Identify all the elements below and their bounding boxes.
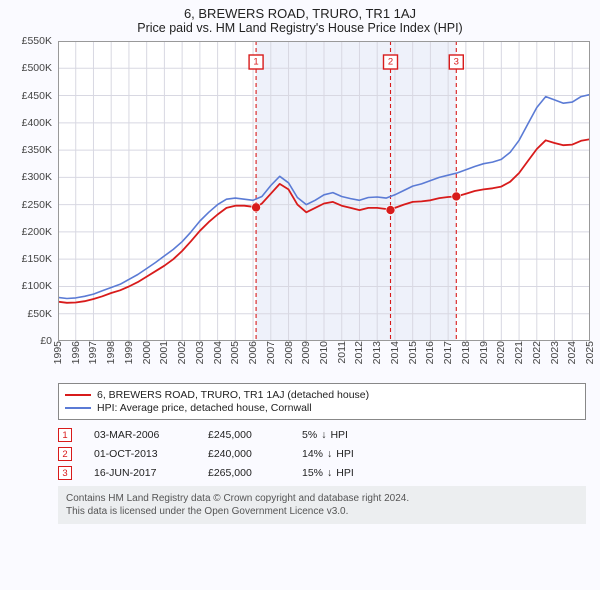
x-tick-label: 2010: [318, 341, 330, 364]
event-price: £240,000: [208, 448, 280, 460]
y-tick-label: £150K: [22, 253, 52, 265]
event-diff-pct: 14%: [302, 448, 323, 460]
legend-item: 6, BREWERS ROAD, TRURO, TR1 1AJ (detache…: [65, 389, 579, 401]
event-price: £245,000: [208, 429, 280, 441]
events-table: 1 03-MAR-2006 £245,000 5% ↓ HPI 2 01-OCT-2013 £2…: [58, 428, 586, 480]
x-tick-label: 2015: [407, 341, 419, 364]
x-tick-label: 2004: [212, 341, 224, 364]
x-tick-label: 2022: [531, 341, 543, 364]
event-date: 03-MAR-2006: [94, 429, 186, 441]
x-tick-label: 2009: [300, 341, 312, 364]
event-row: 2 01-OCT-2013 £240,000 14% ↓ HPI: [58, 447, 586, 461]
event-price: £265,000: [208, 467, 280, 479]
x-tick-label: 2001: [158, 341, 170, 364]
line-chart: 1 2 3: [58, 41, 590, 341]
y-axis: £0£50K£100K£150K£200K£250K£300K£350K£400…: [8, 41, 54, 341]
y-tick-label: £100K: [22, 280, 52, 292]
legend-label: 6, BREWERS ROAD, TRURO, TR1 1AJ (detache…: [97, 389, 369, 401]
x-tick-label: 2007: [265, 341, 277, 364]
chart-container: 6, BREWERS ROAD, TRURO, TR1 1AJ Price pa…: [0, 0, 600, 532]
x-tick-label: 1997: [87, 341, 99, 364]
svg-text:1: 1: [253, 57, 258, 68]
x-tick-label: 2002: [176, 341, 188, 364]
arrow-down-icon: ↓: [321, 429, 326, 441]
chart-title: 6, BREWERS ROAD, TRURO, TR1 1AJ: [8, 6, 592, 21]
x-tick-label: 2019: [478, 341, 490, 364]
x-axis: 1995199619971998199920002001200220032004…: [58, 341, 590, 379]
y-tick-label: £500K: [22, 62, 52, 74]
y-tick-label: £450K: [22, 90, 52, 102]
legend-swatch: [65, 407, 91, 409]
x-tick-label: 2025: [584, 341, 596, 364]
y-tick-label: £0: [40, 335, 52, 347]
x-tick-label: 2008: [283, 341, 295, 364]
x-tick-label: 1996: [70, 341, 82, 364]
footer-attribution: Contains HM Land Registry data © Crown c…: [58, 486, 586, 524]
x-tick-label: 2018: [460, 341, 472, 364]
event-marker-box: 3: [58, 466, 72, 480]
x-tick-label: 1998: [105, 341, 117, 364]
legend-item: HPI: Average price, detached house, Corn…: [65, 402, 579, 414]
arrow-down-icon: ↓: [327, 448, 332, 460]
y-tick-label: £250K: [22, 199, 52, 211]
event-marker-box: 2: [58, 447, 72, 461]
x-tick-label: 2011: [336, 341, 348, 364]
svg-text:2: 2: [388, 57, 393, 68]
x-tick-label: 2014: [389, 341, 401, 364]
y-tick-label: £50K: [27, 308, 52, 320]
y-tick-label: £550K: [22, 35, 52, 47]
x-tick-label: 2023: [549, 341, 561, 364]
legend: 6, BREWERS ROAD, TRURO, TR1 1AJ (detache…: [58, 383, 586, 420]
footer-line-1: Contains HM Land Registry data © Crown c…: [66, 492, 578, 505]
x-tick-label: 2020: [495, 341, 507, 364]
event-marker-box: 1: [58, 428, 72, 442]
event-diff-suffix: HPI: [336, 467, 354, 479]
y-tick-label: £200K: [22, 226, 52, 238]
event-row: 3 16-JUN-2017 £265,000 15% ↓ HPI: [58, 466, 586, 480]
event-diff-suffix: HPI: [330, 429, 348, 441]
x-tick-label: 1999: [123, 341, 135, 364]
event-diff: 15% ↓ HPI: [302, 467, 354, 479]
legend-label: HPI: Average price, detached house, Corn…: [97, 402, 312, 414]
y-tick-label: £300K: [22, 171, 52, 183]
svg-text:3: 3: [454, 57, 459, 68]
event-diff-suffix: HPI: [336, 448, 354, 460]
event-diff: 14% ↓ HPI: [302, 448, 354, 460]
y-tick-label: £350K: [22, 144, 52, 156]
x-tick-label: 2024: [566, 341, 578, 364]
x-tick-label: 2013: [371, 341, 383, 364]
event-diff-pct: 5%: [302, 429, 317, 441]
event-date: 16-JUN-2017: [94, 467, 186, 479]
x-tick-label: 2016: [424, 341, 436, 364]
x-tick-label: 2006: [247, 341, 259, 364]
x-tick-label: 1995: [52, 341, 64, 364]
x-tick-label: 2021: [513, 341, 525, 364]
legend-swatch: [65, 394, 91, 396]
chart-plot-area: £0£50K£100K£150K£200K£250K£300K£350K£400…: [58, 41, 586, 341]
x-tick-label: 2005: [229, 341, 241, 364]
event-diff: 5% ↓ HPI: [302, 429, 348, 441]
x-tick-label: 2017: [442, 341, 454, 364]
event-diff-pct: 15%: [302, 467, 323, 479]
arrow-down-icon: ↓: [327, 467, 332, 479]
y-tick-label: £400K: [22, 117, 52, 129]
x-tick-label: 2012: [353, 341, 365, 364]
footer-line-2: This data is licensed under the Open Gov…: [66, 505, 578, 518]
x-tick-label: 2000: [141, 341, 153, 364]
event-row: 1 03-MAR-2006 £245,000 5% ↓ HPI: [58, 428, 586, 442]
event-date: 01-OCT-2013: [94, 448, 186, 460]
x-tick-label: 2003: [194, 341, 206, 364]
chart-subtitle: Price paid vs. HM Land Registry's House …: [8, 21, 592, 35]
